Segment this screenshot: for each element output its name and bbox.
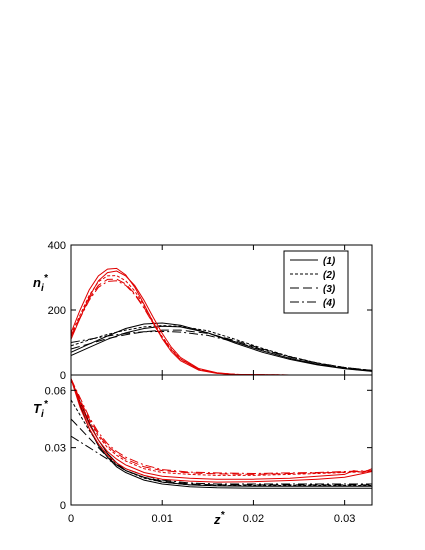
density-series-group [71, 267, 372, 375]
temperature-series-line [71, 378, 372, 475]
xtick-label: 0.03 [334, 513, 355, 525]
xtick-label: 0.02 [243, 513, 264, 525]
temperature-series-line [71, 378, 372, 480]
density-panel: ni* 200 400 0 (1) (2) (3) (4) [33, 240, 373, 382]
temperature-series-line [71, 378, 372, 489]
legend: (1) (2) (3) (4) [283, 250, 349, 314]
legend-label: (3) [323, 284, 336, 295]
temperature-panel: Ti* z* 0 0.03 0.06 0 0.01 0.02 0.03 [33, 374, 373, 527]
legend-box [283, 250, 349, 314]
temperature-series-line [71, 435, 372, 485]
density-ytick-label: 200 [48, 305, 66, 317]
temperature-series-line [71, 378, 372, 483]
temperature-ylabel: Ti* [33, 399, 49, 420]
temperature-series-line [71, 378, 372, 476]
density-ytick-label: 400 [48, 240, 66, 252]
legend-label: (4) [323, 298, 336, 309]
density-series-line [71, 280, 372, 375]
x-axis-label: z* [213, 510, 226, 527]
xtick-label: 0.01 [152, 513, 173, 525]
temperature-series-line [71, 378, 372, 487]
legend-label: (2) [323, 270, 336, 281]
density-ytick-label: 0 [60, 370, 66, 382]
temperature-series-line [71, 378, 372, 475]
density-series-line [71, 330, 372, 372]
temperature-series-line [71, 399, 372, 486]
temperature-series-group [71, 378, 372, 489]
legend-label: (1) [323, 256, 336, 267]
temperature-ytick-label: 0.06 [45, 385, 66, 397]
density-series-line [71, 325, 372, 371]
density-series-line [71, 278, 372, 375]
temperature-series-line [71, 418, 372, 486]
xtick-label: 0 [68, 513, 74, 525]
density-ylabel: ni* [33, 273, 49, 294]
temperature-ytick-label: 0 [60, 500, 66, 512]
temperature-axes-frame [70, 374, 373, 506]
temperature-ytick-label: 0.03 [45, 443, 66, 455]
